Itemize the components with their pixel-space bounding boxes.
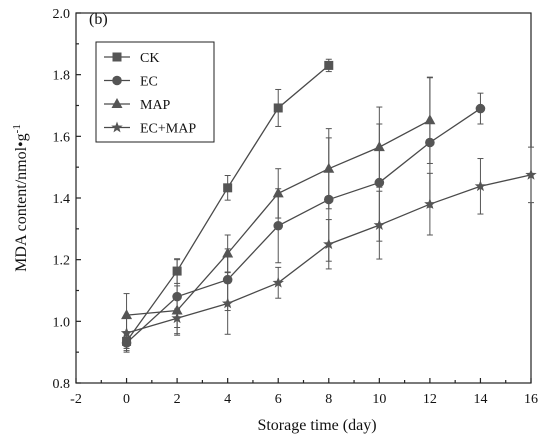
data-point-ec-map [474, 180, 487, 192]
legend-label: MAP [140, 98, 171, 113]
legend-marker [111, 98, 123, 108]
series-layer [120, 58, 537, 353]
series-map [121, 76, 436, 338]
y-axis-title-superscript: -1 [11, 124, 23, 133]
legend-marker [111, 121, 123, 133]
series-line-ec [126, 108, 481, 344]
legend: CK EC MAP EC+MAP [95, 41, 215, 143]
data-point-ck [273, 103, 283, 113]
legend-item-ec-map: EC+MAP [104, 121, 196, 137]
x-tick-label: 16 [524, 392, 538, 407]
legend-item-map: MAP [104, 98, 171, 113]
y-tick-label: 0.8 [53, 377, 71, 392]
legend-item-ck: CK [104, 51, 159, 66]
data-point-map [272, 187, 284, 198]
data-point-ec-map [373, 219, 386, 230]
data-point-map [373, 141, 385, 152]
x-tick-label: 6 [275, 392, 282, 407]
legend-marker [112, 75, 122, 86]
data-point-ec-map [221, 297, 234, 309]
y-tick-label: 1.4 [53, 192, 71, 207]
legend-label: EC [140, 75, 158, 90]
x-tick-label: 2 [174, 392, 181, 407]
data-point-ec-map [171, 312, 183, 324]
legend-item-ec: EC [104, 75, 158, 90]
data-point-map [121, 309, 133, 320]
data-point-map [424, 114, 436, 125]
y-tick-label: 1.2 [53, 254, 71, 269]
data-point-ck [223, 183, 233, 193]
y-tick-label: 2.0 [53, 7, 71, 22]
data-point-ec-map [424, 198, 436, 210]
data-point-map [222, 247, 234, 258]
axes-layer: -2 0 2 4 6 8 10 12 14 16 0.8 1.0 1.2 1.4 1.6 1.8 2.0 [53, 7, 539, 407]
y-tick-label: 1.8 [53, 69, 71, 84]
legend-marker [112, 52, 122, 62]
panel-label: (b) [89, 11, 108, 28]
series-ec-map [120, 146, 537, 349]
legend-label: CK [140, 51, 159, 66]
x-tick-label: 10 [372, 392, 386, 407]
data-point-ec-map [323, 238, 335, 250]
x-tick-label: 4 [224, 392, 231, 407]
data-point-ec [273, 220, 284, 231]
y-tick-label: 1.6 [53, 130, 71, 145]
data-point-ec-map [120, 327, 133, 338]
data-point-map [323, 162, 335, 173]
y-tick-label: 1.0 [53, 315, 71, 330]
x-tick-label: 8 [325, 392, 332, 407]
y-axis-title-main: MDA content/nmol•g [13, 133, 30, 271]
y-axis-title: MDA content/nmol•g-1 [11, 124, 30, 272]
x-tick-label: 12 [423, 392, 437, 407]
x-tick-label: 0 [123, 392, 130, 407]
x-axis-title: Storage time (day) [257, 417, 376, 434]
legend-label: EC+MAP [140, 122, 196, 137]
data-point-ec-map [272, 276, 284, 288]
data-point-ck [324, 60, 334, 70]
data-point-ec-map [525, 168, 537, 180]
x-tick-label: 14 [473, 392, 487, 407]
data-point-ec [475, 103, 486, 114]
x-tick-label: -2 [70, 392, 82, 407]
